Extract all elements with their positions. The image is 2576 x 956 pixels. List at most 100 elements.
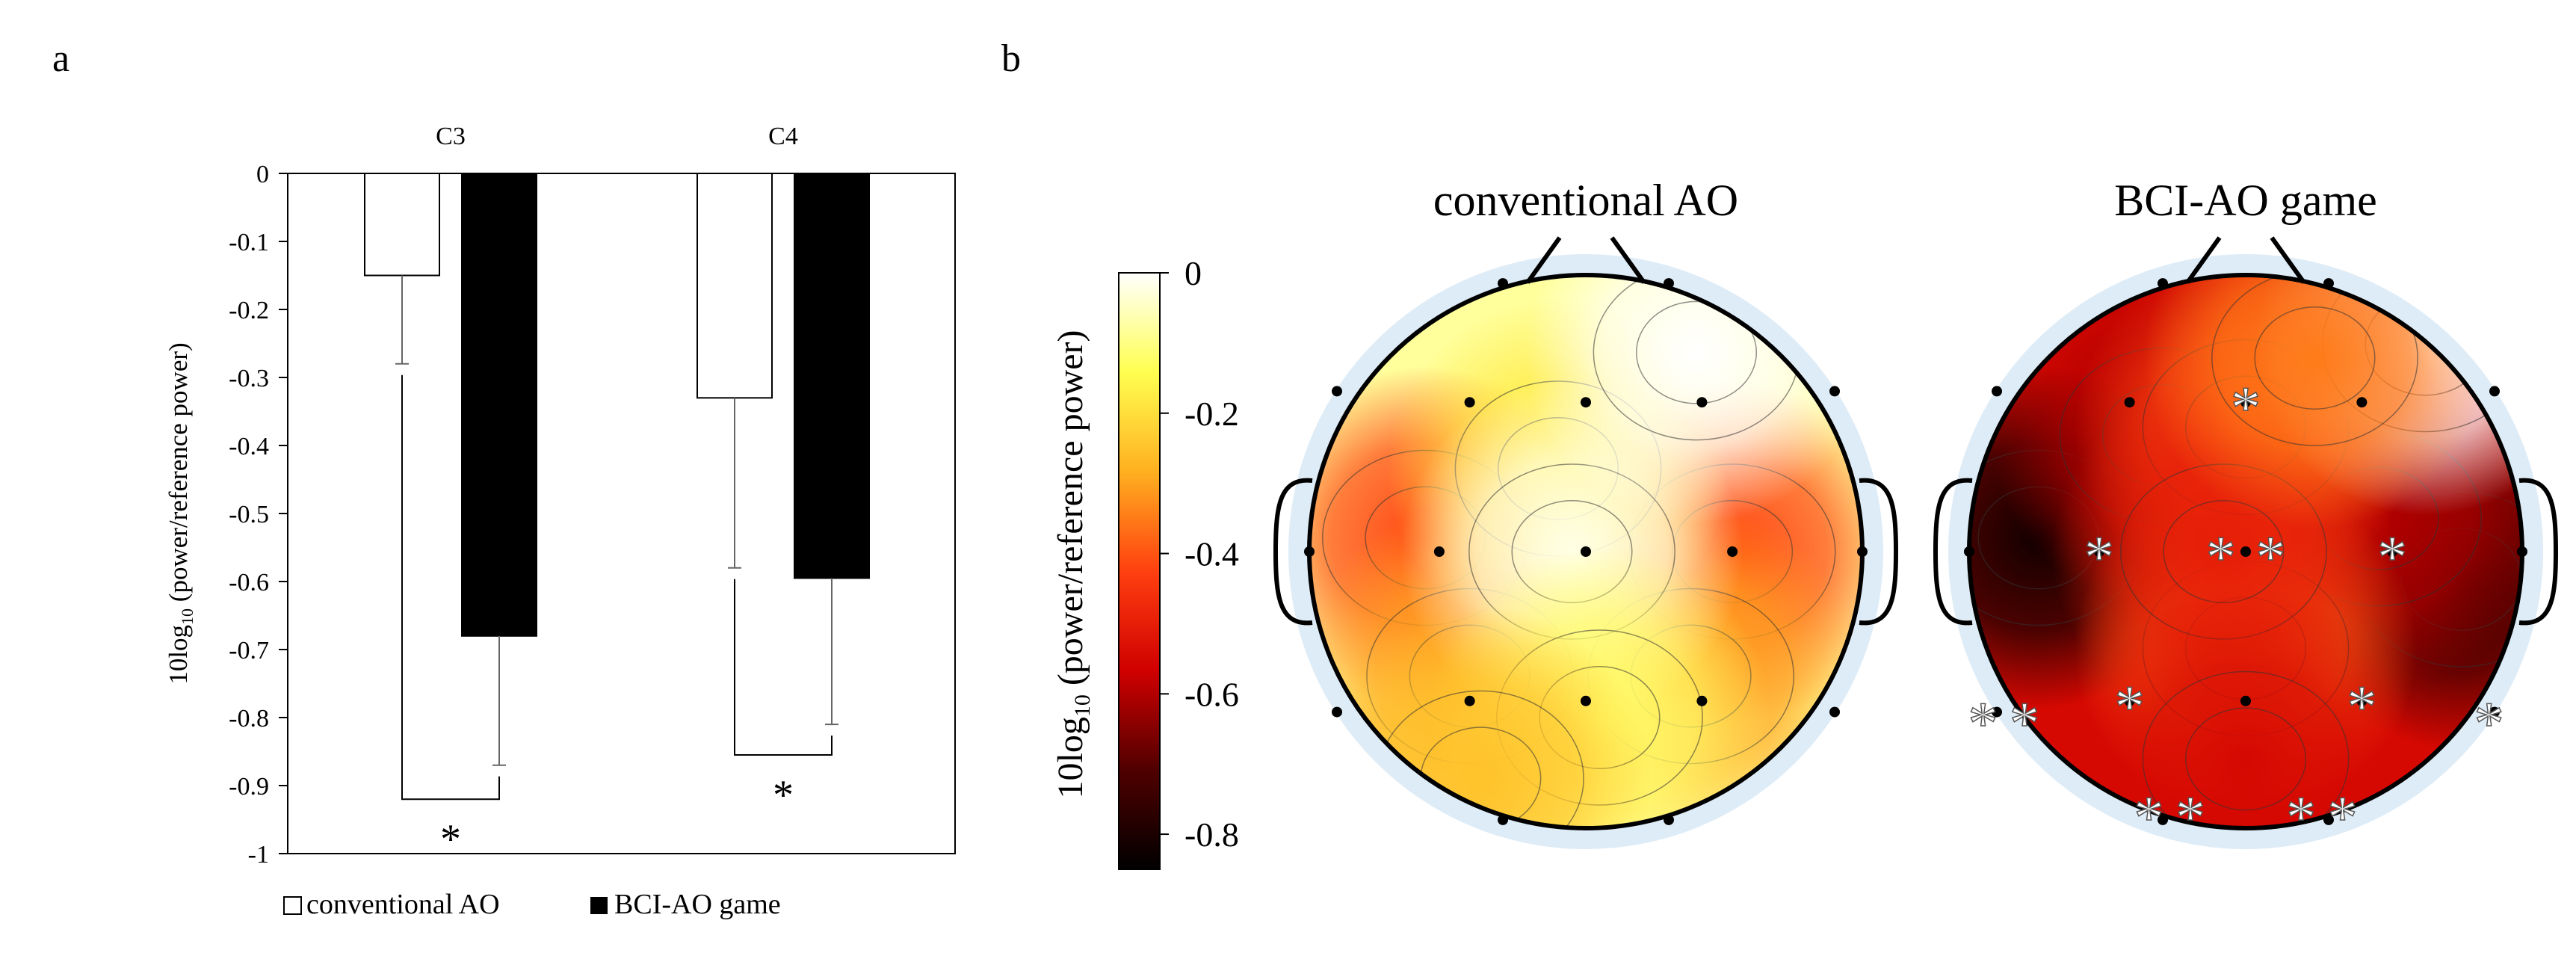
significance-star: * (2134, 785, 2164, 851)
contour-line (2211, 275, 2418, 446)
significance-bracket-c3 (401, 374, 500, 801)
topo-focus (2143, 275, 2486, 530)
electrode-dot (2323, 278, 2334, 289)
map-title-conventional-ao: conventional AO (1433, 176, 1738, 225)
electrode-dot (2093, 546, 2104, 557)
panel-b-label: b (1001, 37, 1021, 80)
colorbar-label: 10log10 (power/reference power) (1051, 330, 1095, 798)
significance-star: * (2474, 691, 2504, 756)
topomap-bci-ao-game: ** * * ** ** * ** * * * (1933, 236, 2559, 851)
electrode-dot (1696, 397, 1708, 408)
y-tick-label: -0.6 (229, 569, 269, 596)
nose (2185, 236, 2306, 284)
electrode-dot (2323, 814, 2334, 825)
electrode-dot (1696, 695, 1708, 706)
electrode-dot (1829, 386, 1840, 397)
colorbar-label-main: 10log (1051, 717, 1090, 798)
colorbar-tick-label: -0.4 (1184, 535, 1239, 573)
electrode-dot (2240, 695, 2251, 706)
significance-star: * (2255, 525, 2285, 590)
colorbar (1118, 272, 1161, 870)
map-title-bci-ao-game: BCI-AO game (2114, 176, 2377, 225)
y-tick-label: -0.2 (229, 297, 269, 324)
electrode-dot (2356, 695, 2367, 706)
electrode-dot (1992, 386, 2002, 397)
electrode-dot (1304, 546, 1315, 557)
y-tick-label: 0 (256, 161, 269, 188)
bar-c4-bci-ao-game (794, 173, 870, 579)
contour-line (2254, 306, 2376, 410)
electrode-dot (1332, 706, 1342, 718)
topo-focus (1309, 607, 1652, 828)
electrode-dot (2517, 546, 2527, 557)
colorbar-label-rest: (power/reference power) (1051, 330, 1090, 694)
left-ear (1273, 478, 1313, 626)
y-tick-label: -0.1 (229, 229, 269, 256)
electrode-dot (1581, 546, 1591, 557)
y-tick-label: -0.4 (229, 433, 269, 460)
significance-star: * (2377, 525, 2407, 590)
significance-star: * (2115, 674, 2145, 740)
electrode-dot (1581, 397, 1591, 408)
electrode-dot (1433, 546, 1445, 557)
x-category-label-c4: C4 (768, 123, 798, 150)
bar-chart: C3 C4 0 -0.1 -0.2 -0.3 -0.4 -0.5 -0.6 -0.7 -0.8 -… (164, 123, 956, 920)
significance-star: * (2231, 375, 2261, 441)
y-tick-label: -0.8 (229, 705, 269, 733)
electrode-dot (2489, 386, 2500, 397)
electrode-dot (1664, 814, 1674, 825)
y-axis-label-sub: 10 (178, 608, 197, 625)
y-tick-label: -0.7 (229, 637, 269, 664)
x-category-label-c3: C3 (436, 123, 466, 150)
y-tick-label: -0.9 (229, 773, 269, 801)
electrode-dot (1857, 546, 1868, 557)
y-tick-label: -0.3 (229, 365, 269, 392)
electrode-dot (2158, 814, 2168, 825)
y-axis-label-main: 10log (164, 625, 193, 685)
electrode-dot (2489, 706, 2500, 718)
colorbar-tick-label: -0.6 (1184, 675, 1239, 713)
electrode-dot (2387, 546, 2398, 557)
significance-star: * (2328, 785, 2358, 851)
left-ear (1933, 478, 1973, 626)
panel-a-label: a (52, 37, 70, 80)
contour-line (2142, 670, 2350, 828)
electrode-dot (2240, 397, 2251, 408)
electrode-dot (1829, 706, 1840, 718)
significance-star: * (2175, 785, 2205, 851)
nose (1525, 236, 1646, 284)
topo-panel: 10log10 (power/reference power) 0 -0.2 -0.… (1051, 176, 2559, 870)
colorbar-tick-label: 0 (1184, 254, 1202, 292)
bar-c4-conventional-ao (696, 173, 773, 399)
right-ear (2518, 478, 2559, 626)
legend-label-bci-ao-game: BCI-AO game (614, 889, 781, 920)
colorbar-label-sub: 10 (1070, 694, 1095, 717)
electrode-dot (1664, 278, 1674, 289)
significance-star: * (2347, 674, 2376, 740)
electrode-dot (1498, 278, 1508, 289)
y-tick-label: -1 (248, 841, 269, 869)
electrode-dot (1992, 706, 2002, 718)
electrode-dot (1464, 397, 1475, 408)
y-axis-label: 10log10 (power/reference power) (164, 342, 197, 684)
colorbar-tick-label: -0.8 (1184, 815, 1239, 854)
electrode-dot (1464, 695, 1475, 706)
electrode-dot (2158, 278, 2168, 289)
electrode-dot (2124, 397, 2135, 408)
y-axis-label-rest: (power/reference power) (164, 342, 193, 608)
significance-star: * (2206, 525, 2236, 590)
topo-focus (1525, 275, 1862, 524)
electrode-dot (2240, 546, 2251, 557)
significance-star-c3: * (440, 816, 461, 863)
legend-swatch-conventional-ao (283, 896, 302, 915)
topo-focus (2074, 588, 2418, 828)
significance-star-c4: * (773, 772, 794, 818)
significance-star: * (2084, 525, 2114, 590)
electrode-dot (1581, 695, 1591, 706)
electrode-dot (1964, 546, 1974, 557)
electrode-dot (1332, 386, 1342, 397)
bar-c3-bci-ao-game (461, 173, 537, 637)
y-tick-label: -0.5 (229, 501, 269, 528)
colorbar-tick-label: -0.2 (1184, 395, 1239, 433)
